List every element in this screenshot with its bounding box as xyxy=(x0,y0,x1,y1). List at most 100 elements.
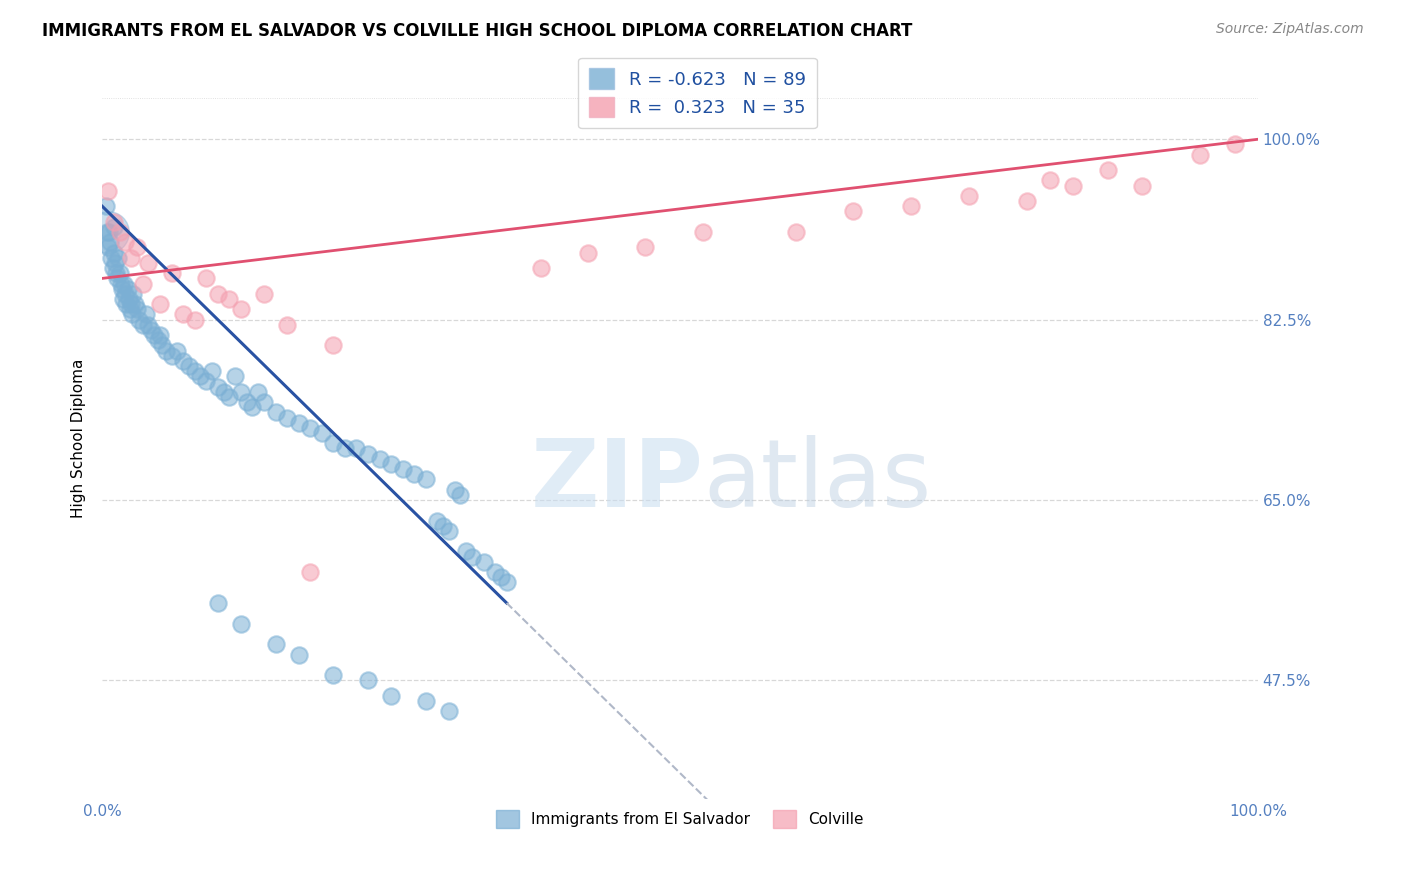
Point xyxy=(1223,137,1246,152)
Point xyxy=(98,235,121,250)
Point xyxy=(115,297,138,311)
Point xyxy=(117,282,139,296)
Text: ZIP: ZIP xyxy=(530,435,703,527)
Point xyxy=(183,312,205,326)
Point xyxy=(135,308,157,322)
Point xyxy=(111,282,134,296)
Point xyxy=(247,384,270,399)
Point xyxy=(322,338,344,352)
Point xyxy=(125,302,148,317)
Point xyxy=(415,472,437,486)
Point xyxy=(1015,194,1038,208)
Point xyxy=(443,483,465,497)
Point xyxy=(139,323,162,337)
Point xyxy=(322,668,344,682)
Point xyxy=(391,462,413,476)
Point xyxy=(97,225,120,239)
Point xyxy=(276,318,298,332)
Point xyxy=(114,235,136,250)
Point xyxy=(122,286,145,301)
Point xyxy=(489,570,512,584)
Point xyxy=(103,219,125,234)
Point xyxy=(105,271,128,285)
Point xyxy=(138,256,160,270)
Point xyxy=(461,549,484,564)
Point xyxy=(1039,173,1062,187)
Point xyxy=(150,338,173,352)
Point xyxy=(201,364,224,378)
Point xyxy=(415,694,437,708)
Point xyxy=(94,199,117,213)
Text: IMMIGRANTS FROM EL SALVADOR VS COLVILLE HIGH SCHOOL DIPLOMA CORRELATION CHART: IMMIGRANTS FROM EL SALVADOR VS COLVILLE … xyxy=(42,22,912,40)
Point xyxy=(120,251,142,265)
Point xyxy=(368,451,391,466)
Point xyxy=(172,354,194,368)
Point xyxy=(264,405,287,419)
Point xyxy=(212,384,235,399)
Point xyxy=(287,416,309,430)
Point xyxy=(207,596,229,610)
Point xyxy=(357,447,380,461)
Point xyxy=(110,277,132,291)
Point xyxy=(166,343,188,358)
Point xyxy=(149,328,172,343)
Point xyxy=(207,379,229,393)
Point xyxy=(299,565,322,579)
Point xyxy=(235,395,257,409)
Point xyxy=(160,349,183,363)
Point xyxy=(104,256,127,270)
Point xyxy=(276,410,298,425)
Point xyxy=(229,384,252,399)
Point xyxy=(143,328,166,343)
Point xyxy=(404,467,426,482)
Point xyxy=(484,565,506,579)
Point xyxy=(1097,163,1119,178)
Point xyxy=(172,308,194,322)
Point xyxy=(218,390,240,404)
Point xyxy=(634,240,657,254)
Point xyxy=(1062,178,1084,193)
Point xyxy=(125,240,148,254)
Point xyxy=(98,225,121,239)
Point xyxy=(120,297,142,311)
Point xyxy=(103,215,125,229)
Point xyxy=(96,225,118,239)
Point xyxy=(177,359,200,373)
Point xyxy=(380,457,402,471)
Point xyxy=(472,555,495,569)
Point xyxy=(114,286,136,301)
Point xyxy=(456,544,478,558)
Point xyxy=(149,297,172,311)
Point xyxy=(495,575,517,590)
Point xyxy=(183,364,205,378)
Point xyxy=(346,442,368,456)
Point xyxy=(218,292,240,306)
Point xyxy=(128,312,150,326)
Point xyxy=(107,251,129,265)
Point xyxy=(101,261,124,276)
Point xyxy=(957,189,980,203)
Point xyxy=(155,343,177,358)
Legend: Immigrants from El Salvador, Colville: Immigrants from El Salvador, Colville xyxy=(491,804,870,835)
Point xyxy=(299,421,322,435)
Point xyxy=(118,292,141,306)
Point xyxy=(108,266,131,280)
Point xyxy=(103,245,125,260)
Point xyxy=(160,266,183,280)
Point xyxy=(146,333,169,347)
Point xyxy=(322,436,344,450)
Point xyxy=(97,240,120,254)
Point xyxy=(195,375,218,389)
Point xyxy=(190,369,212,384)
Point xyxy=(229,302,252,317)
Point xyxy=(138,318,160,332)
Point xyxy=(242,401,264,415)
Text: Source: ZipAtlas.com: Source: ZipAtlas.com xyxy=(1216,22,1364,37)
Point xyxy=(785,225,807,239)
Point xyxy=(131,277,153,291)
Point xyxy=(195,271,218,285)
Point xyxy=(253,286,276,301)
Point xyxy=(207,286,229,301)
Point xyxy=(287,648,309,662)
Point xyxy=(357,673,380,688)
